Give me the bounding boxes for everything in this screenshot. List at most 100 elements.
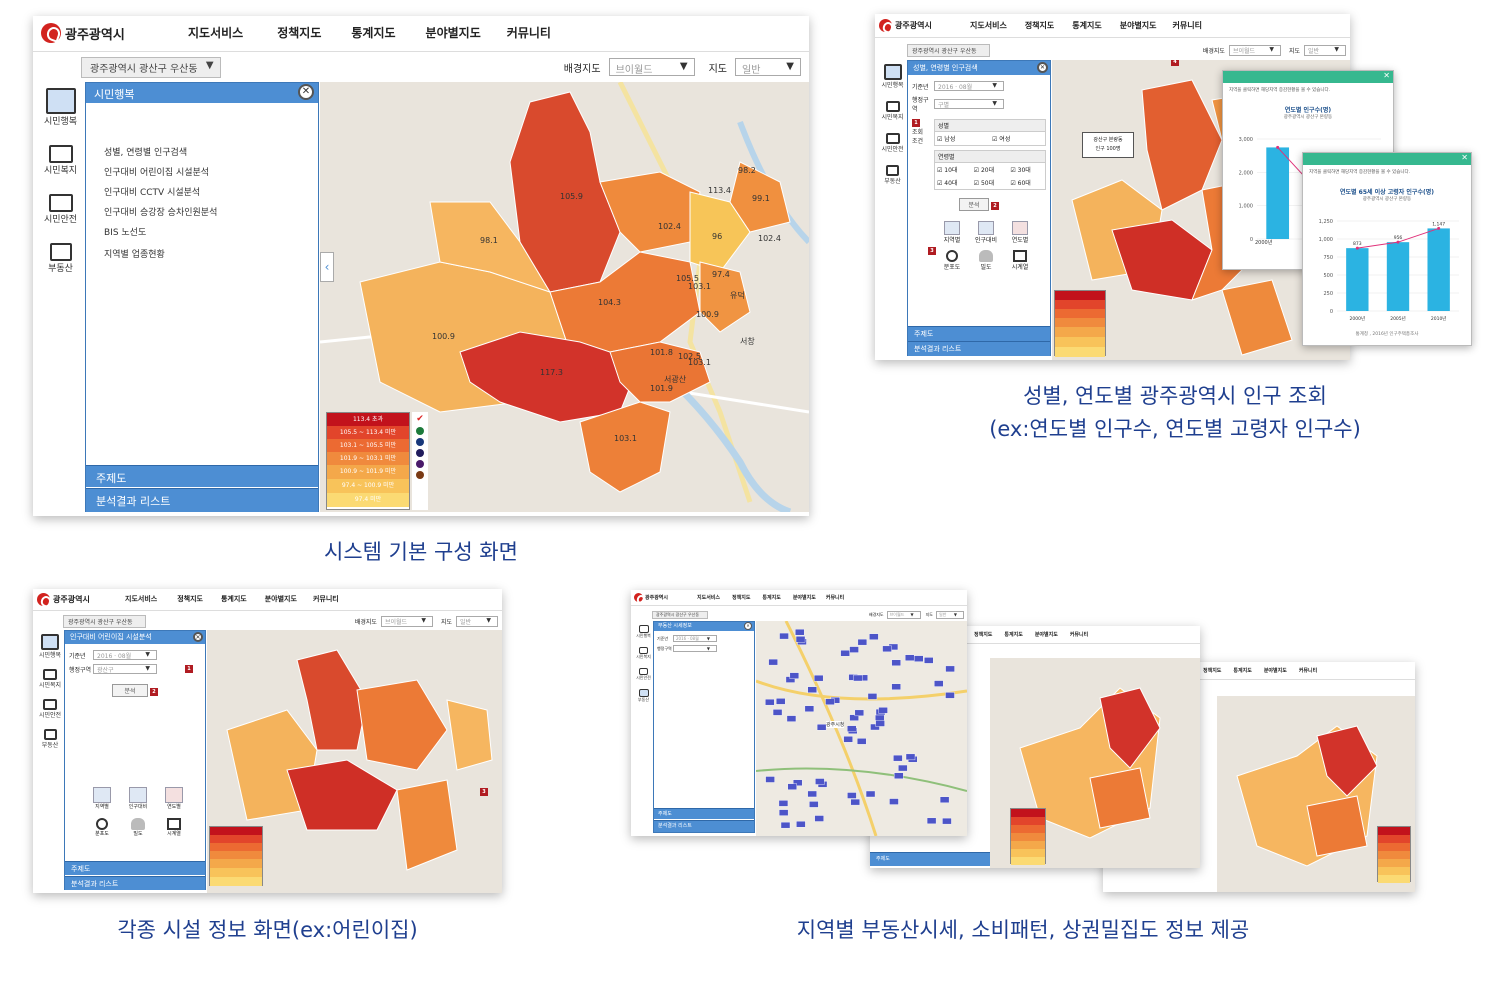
close-icon[interactable]: ✕ [298,84,314,100]
sidebar-item-safety[interactable]: 시민안전 [878,133,907,153]
color-dot-purple[interactable] [416,460,424,468]
sidebar-item-happiness[interactable]: 시민행복 [36,634,64,659]
gender-male-checkbox[interactable]: ☑ 남성 [937,136,956,143]
tool-timeseries[interactable]: 시계열 [159,818,189,837]
age-checkbox[interactable]: ☑ 50대 [973,180,995,187]
nav-stat-map[interactable]: 통계지도 [351,26,396,40]
location-select[interactable]: 광주광역시 광산구 우산동 [63,615,146,628]
close-icon[interactable]: ✕ [1461,153,1468,162]
tool-region[interactable]: 지역별 [938,221,966,244]
basemap-select[interactable]: 브이월드 [608,58,695,76]
location-select[interactable]: 광주광역시 광산구 우산동 [907,43,990,57]
age-checkbox[interactable]: ☑ 40대 [937,180,958,187]
map-type-select[interactable]: 일반 [936,610,964,619]
menu-item-cctv[interactable]: 인구대비 CCTV 시설분석 [104,188,201,198]
result-list-tab[interactable]: 분석결과 리스트 [654,820,754,832]
price-map[interactable]: 광주시청 [756,621,967,836]
nav-policy-map[interactable]: 정책지도 [277,26,322,40]
nav-field-map[interactable]: 분야별지도 [792,595,816,601]
sidebar-item-happiness[interactable]: 시민행복 [878,64,907,89]
analyze-button[interactable]: 분석 [112,684,149,697]
nav-community[interactable]: 커뮤니티 [312,595,339,603]
nav-stat-map[interactable]: 통계지도 [1233,668,1252,674]
theme-map-tab[interactable]: 주제도 [65,861,205,875]
sidebar-item-happiness[interactable]: 시민행복 [36,88,85,127]
result-list-tab[interactable]: 분석결과 리스트 [86,488,318,512]
map-type-select[interactable]: 일반 [456,616,498,627]
choropleth-map[interactable] [990,658,1200,868]
menu-item-business[interactable]: 지역별 업종현황 [104,250,165,260]
analyze-button[interactable]: 분석 [959,198,990,211]
color-dot-green[interactable] [416,427,424,435]
age-checkbox[interactable]: ☑ 30대 [1010,167,1031,174]
nav-stat-map[interactable]: 통계지도 [762,595,781,601]
sidebar-item-realestate[interactable]: 부동산 [634,689,653,703]
tool-distribution[interactable]: 분포도 [87,818,117,837]
choropleth-map[interactable]: 105.9 113.4 98.2 99.1 102.4 96 102.4 98.… [320,82,809,512]
menu-item-bis[interactable]: BIS 노선도 [104,228,147,238]
nav-community[interactable]: 커뮤니티 [1069,632,1089,638]
basemap-select[interactable]: 브이월드 [1228,44,1281,56]
sidebar-item-safety[interactable]: 시민안전 [36,699,64,719]
nav-community[interactable]: 커뮤니티 [1298,668,1318,674]
menu-item-daycare[interactable]: 인구대비 어린이집 시설분석 [104,168,210,178]
result-list-tab[interactable]: 분석결과 리스트 [908,341,1050,356]
sidebar-item-welfare[interactable]: 시민복지 [634,647,653,660]
logo[interactable]: 광주광역시 [41,23,125,43]
tool-yearly[interactable]: 연도별 [159,787,189,810]
location-select[interactable]: 광주광역시 광산구 우산동 ▼ [81,56,221,78]
sidebar-item-realestate[interactable]: 부동산 [36,729,64,749]
sidebar-item-welfare[interactable]: 시민복지 [36,669,64,689]
nav-stat-map[interactable]: 통계지도 [220,595,247,603]
nav-community[interactable]: 커뮤니티 [825,595,845,601]
nav-community[interactable]: 커뮤니티 [506,26,551,40]
map-type-select[interactable]: 일반 [1304,44,1346,56]
tool-region[interactable]: 지역별 [87,787,117,810]
color-dot-brown[interactable] [416,471,424,479]
location-select[interactable]: 광주광역시 광산구 우산동 [652,610,709,619]
gender-female-checkbox[interactable]: ☑ 여성 [992,136,1011,143]
tool-per-capita[interactable]: 인구대비 [972,221,1000,244]
tool-yearly[interactable]: 연도별 [1006,221,1034,244]
sidebar-item-happiness[interactable]: 시민행복 [634,625,653,639]
nav-community[interactable]: 커뮤니티 [1172,21,1202,30]
nav-stat-map[interactable]: 통계지도 [1004,632,1023,638]
sidebar-item-safety[interactable]: 시민안전 [36,194,85,225]
nav-field-map[interactable]: 분야별지도 [1119,21,1157,30]
base-year-select[interactable]: 2016 · 08월 [93,650,157,660]
sidebar-item-safety[interactable]: 시민안전 [634,668,653,681]
nav-field-map[interactable]: 분야별지도 [264,595,297,603]
close-icon[interactable]: ✕ [193,632,203,642]
nav-stat-map[interactable]: 통계지도 [1072,21,1102,30]
nav-policy-map[interactable]: 정책지도 [1203,668,1222,674]
map-type-select[interactable]: 일반 [735,58,801,76]
age-checkbox[interactable]: ☑ 10대 [937,167,958,174]
tool-timeseries[interactable]: 시계열 [1006,250,1034,271]
nav-policy-map[interactable]: 정책지도 [1024,21,1055,30]
nav-field-map[interactable]: 분야별지도 [425,26,481,40]
sidebar-item-realestate[interactable]: 부동산 [36,243,85,274]
nav-map-service[interactable]: 지도서비스 [697,595,721,601]
legend-color-picker[interactable]: ✔ [412,412,428,510]
tool-per-capita[interactable]: 인구대비 [123,787,153,810]
tool-distribution[interactable]: 분포도 [938,250,966,271]
base-year-select[interactable]: 2016 · 08월 [673,635,717,642]
choropleth-map[interactable]: 3 [207,630,502,893]
nav-map-service[interactable]: 지도서비스 [125,595,158,603]
menu-item-bus-stop[interactable]: 인구대비 승강장 승차인원분석 [104,208,218,218]
close-icon[interactable]: ✕ [1037,62,1048,73]
theme-map-tab[interactable]: 주제도 [908,326,1050,341]
admin-select[interactable]: 구별 [934,99,1004,109]
choropleth-map[interactable] [1217,696,1415,892]
nav-policy-map[interactable]: 정책지도 [177,595,203,603]
logo[interactable]: 광주광역시 [37,593,90,606]
nav-map-service[interactable]: 지도서비스 [188,26,244,40]
sidebar-item-welfare[interactable]: 시민복지 [878,101,907,121]
color-dot-navy[interactable] [416,449,424,457]
age-checkbox[interactable]: ☑ 60대 [1010,180,1031,187]
logo[interactable]: 광주광역시 [879,19,932,32]
theme-map-tab[interactable]: 주제도 [870,852,990,866]
sidebar-item-realestate[interactable]: 부동산 [878,165,907,185]
nav-policy-map[interactable]: 정책지도 [732,595,751,601]
nav-map-service[interactable]: 지도서비스 [970,21,1007,30]
